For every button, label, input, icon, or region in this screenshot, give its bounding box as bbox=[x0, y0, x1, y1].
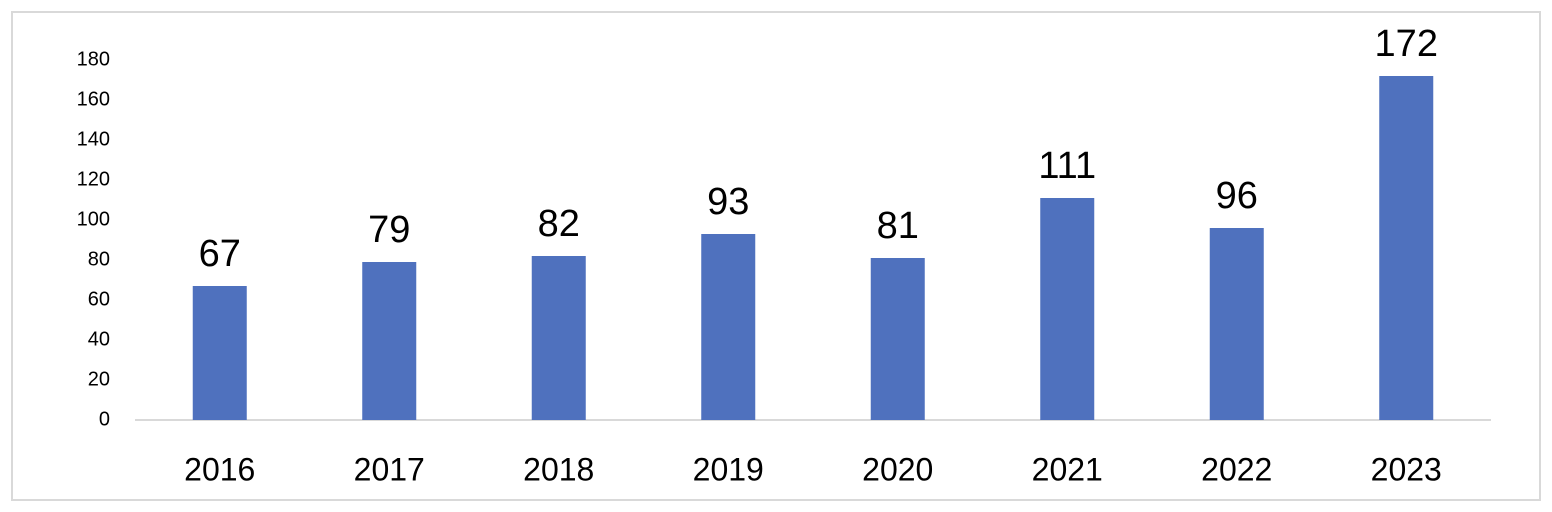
bar bbox=[1379, 76, 1434, 420]
bar bbox=[870, 258, 925, 420]
y-tick-label: 180 bbox=[77, 48, 110, 70]
x-tick-label: 2018 bbox=[523, 451, 594, 487]
x-tick-label: 2017 bbox=[354, 451, 425, 487]
y-tick-label: 100 bbox=[77, 208, 110, 230]
data-label: 96 bbox=[1216, 175, 1258, 217]
x-tick-label: 2021 bbox=[1032, 451, 1103, 487]
chart-frame bbox=[11, 11, 1541, 501]
bar bbox=[701, 234, 756, 420]
y-tick-label: 160 bbox=[77, 88, 110, 110]
x-tick-label: 2016 bbox=[184, 451, 255, 487]
bar bbox=[531, 256, 586, 420]
data-label: 93 bbox=[707, 181, 749, 223]
x-tick-label: 2023 bbox=[1371, 451, 1442, 487]
y-tick-label: 0 bbox=[99, 408, 110, 430]
data-label: 67 bbox=[199, 233, 241, 275]
x-tick-label: 2019 bbox=[693, 451, 764, 487]
data-label: 172 bbox=[1375, 23, 1438, 65]
y-tick-label: 60 bbox=[88, 288, 110, 310]
y-tick-label: 120 bbox=[77, 168, 110, 190]
bar bbox=[362, 262, 417, 420]
bar bbox=[1209, 228, 1264, 420]
x-tick-label: 2022 bbox=[1201, 451, 1272, 487]
data-label: 79 bbox=[368, 209, 410, 251]
x-tick-label: 2020 bbox=[862, 451, 933, 487]
y-tick-label: 40 bbox=[88, 328, 110, 350]
bar bbox=[1040, 198, 1095, 420]
y-tick-label: 20 bbox=[88, 368, 110, 390]
data-label: 111 bbox=[1038, 145, 1096, 187]
y-tick-label: 140 bbox=[77, 128, 110, 150]
y-tick-label: 80 bbox=[88, 248, 110, 270]
bar bbox=[192, 286, 247, 420]
data-label: 82 bbox=[538, 203, 580, 245]
data-label: 81 bbox=[877, 205, 919, 247]
